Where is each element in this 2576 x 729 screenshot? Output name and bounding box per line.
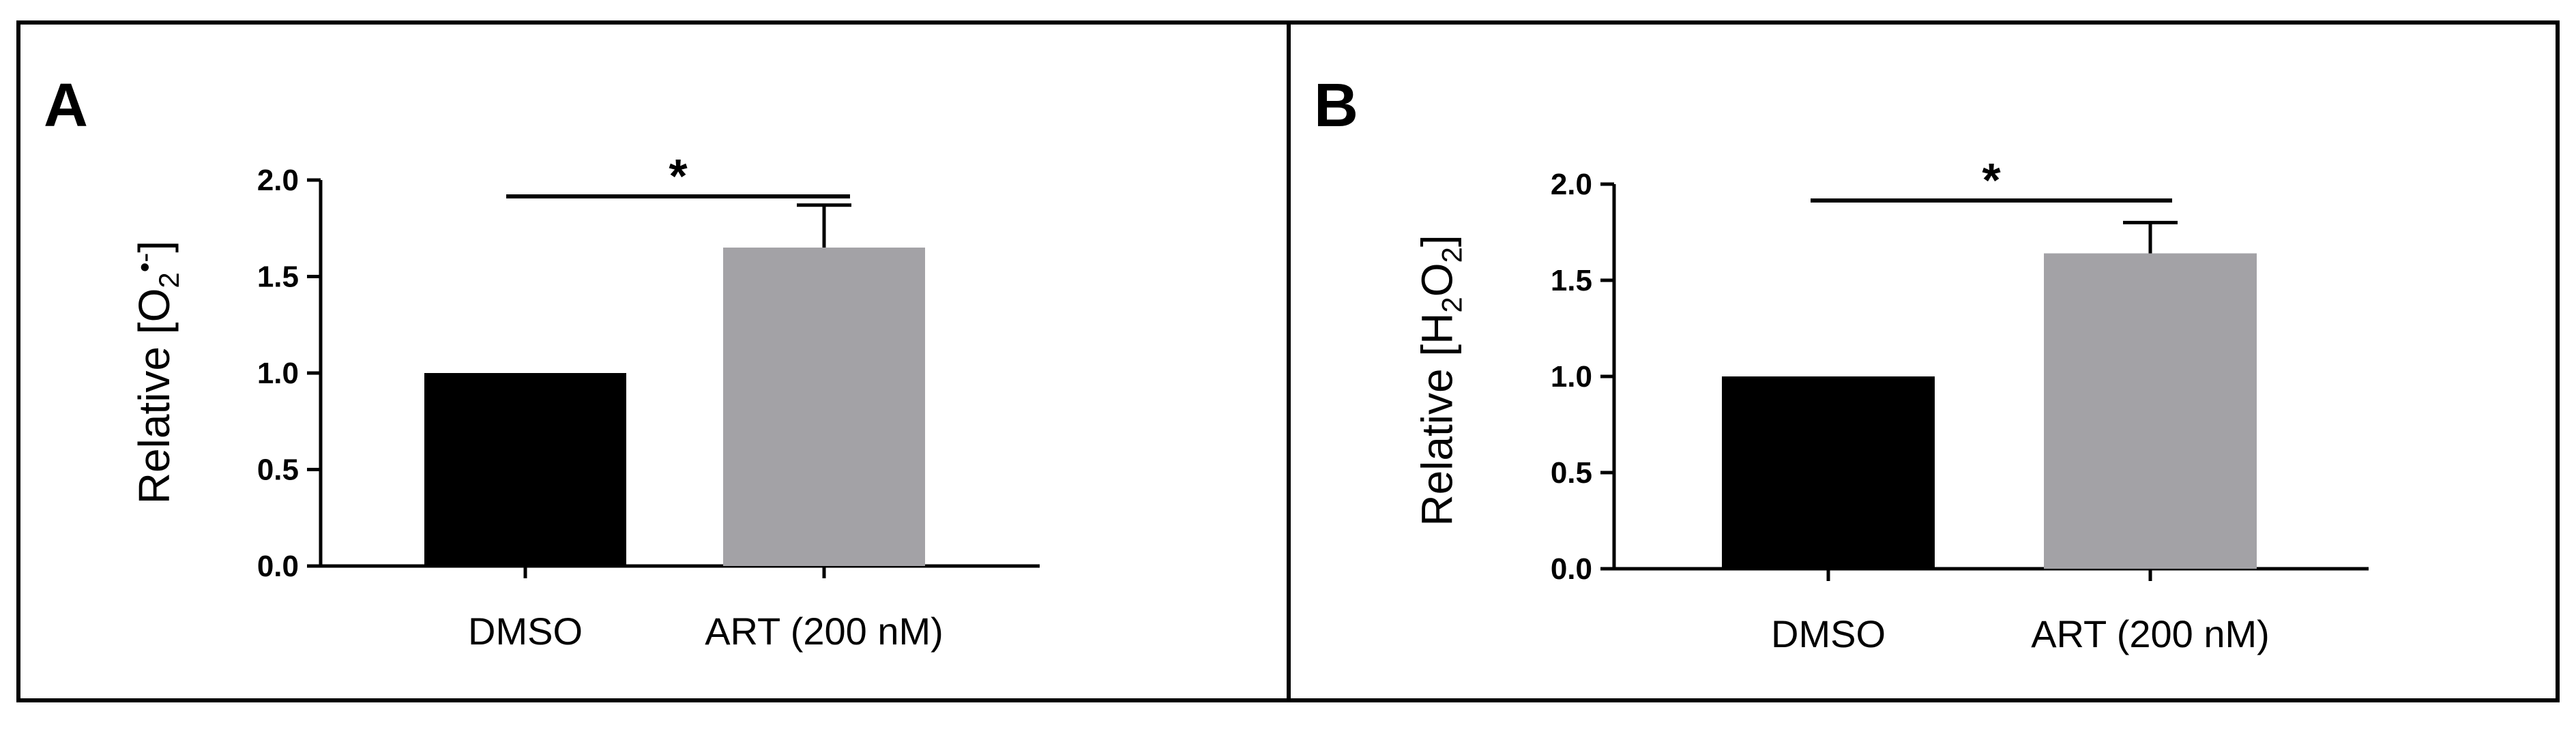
y-tick-label: 0.5 <box>257 453 299 487</box>
x-tick-label: DMSO <box>468 610 583 653</box>
chart-a: 0.0 0.5 1.0 1.5 2.0 DMSO ART (200 nM) * <box>257 149 1040 653</box>
y-tick-label: 1.5 <box>1551 264 1592 297</box>
x-tick-label: DMSO <box>1771 612 1886 655</box>
bar-dmso <box>1722 376 1935 569</box>
significance-star: * <box>669 149 688 203</box>
panel-letter-a: A <box>44 72 88 140</box>
x-tick-label: ART (200 nM) <box>705 610 943 653</box>
panel-b: B Relative [H2O2] 0.0 0.5 1.0 1.5 2.0 DMSO ART… <box>1287 20 2560 702</box>
panel-a: A Relative [O2•-] 0.0 0.5 1.0 1.5 2.0 DMSO ART… <box>16 20 1292 702</box>
y-tick-label: 1.0 <box>257 357 299 390</box>
significance-star: * <box>1982 153 2001 207</box>
y-tick-label: 2.0 <box>1551 168 1592 201</box>
chart-b: 0.0 0.5 1.0 1.5 2.0 DMSO ART (200 nM) * <box>1551 153 2369 655</box>
y-tick-label: 0.5 <box>1551 456 1592 490</box>
y-tick-label: 2.0 <box>257 164 299 197</box>
y-tick-label: 0.0 <box>257 550 299 583</box>
bar-dmso <box>424 373 626 566</box>
bar-art <box>2044 253 2257 569</box>
y-tick-label: 0.0 <box>1551 552 1592 586</box>
y-tick-label: 1.0 <box>1551 360 1592 393</box>
y-tick-label: 1.5 <box>257 261 299 294</box>
x-tick-label: ART (200 nM) <box>2031 612 2270 655</box>
bar-art <box>723 248 925 566</box>
panel-letter-b: B <box>1314 72 1358 140</box>
